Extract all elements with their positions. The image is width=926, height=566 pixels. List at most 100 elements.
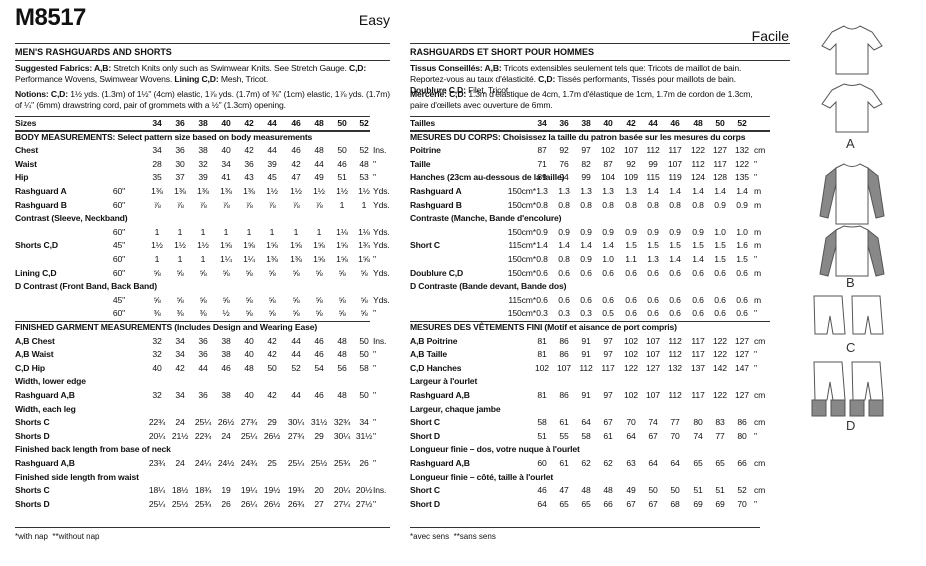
measurement: 0.6 [692, 308, 704, 319]
measurement: 61 [559, 458, 569, 468]
measurement: ⅝ [176, 294, 184, 305]
measurement: 0.8 [647, 199, 659, 210]
measurement: 42 [175, 362, 185, 373]
measurement: 52 [737, 485, 747, 496]
measurement: ⅞ [153, 199, 161, 210]
measurement: 0.8 [536, 199, 548, 210]
measurement: 0.6 [625, 267, 637, 278]
text-run: Tricots extensibles seulement tels que: … [410, 63, 742, 84]
measurement: 1 [339, 199, 345, 210]
measurement: ⅞ [315, 199, 323, 210]
measurement: 1½ [290, 186, 302, 196]
measurement: 22¾ [148, 417, 166, 428]
measurement: 137 [691, 362, 705, 373]
measurement: 112 [579, 362, 593, 373]
size: 48 [693, 118, 703, 128]
measurement: ⅝ [292, 308, 300, 319]
measurement: 24 [221, 430, 231, 441]
text-run: Lining C,D: [174, 74, 219, 84]
text-run: C,D: [349, 63, 367, 73]
footnote: *with nap **without nap [15, 532, 100, 541]
row-label: A,B Poitrine [410, 335, 458, 346]
measurement: 1.4 [602, 240, 614, 251]
unit: " [373, 158, 376, 169]
row-label: Waist [15, 158, 37, 169]
measurement: 69 [715, 498, 725, 509]
measurement: 127 [735, 349, 749, 360]
measurement: 24½ [217, 458, 235, 468]
measurement: 107 [646, 390, 660, 400]
unit: cm [754, 335, 766, 346]
row-label: D Contraste (Bande devant, Bande dos) [410, 281, 567, 292]
measurement: 117 [691, 335, 705, 346]
measurement: 0.6 [647, 267, 659, 278]
measurement: 19½ [263, 485, 281, 496]
measurement: ⅝ [338, 294, 346, 305]
measurement: 1 [177, 226, 183, 237]
measurement: 1.4 [536, 240, 548, 251]
measurement: 26½ [263, 498, 281, 509]
measurement: 1.5 [647, 240, 659, 251]
measurement: 1⅜ [197, 186, 209, 196]
measurement: 0.6 [558, 294, 570, 305]
measurement: 31½ [310, 417, 328, 428]
measurement: 0.6 [602, 267, 614, 278]
measurement: ⅝ [338, 267, 346, 278]
unit: " [373, 458, 376, 468]
measurement: 74 [693, 430, 703, 441]
measurement: 0.6 [558, 267, 570, 278]
measurement: 66 [603, 498, 613, 509]
measurement: 1½ [358, 186, 370, 196]
rule [15, 43, 390, 44]
measurement: 40 [244, 349, 254, 360]
measurement: 1.4 [647, 186, 659, 196]
measurement: 36 [198, 349, 208, 360]
measurement: 107 [624, 145, 638, 156]
row-label: Shorts C [15, 417, 50, 428]
text-run: Filet, Tricot. [465, 85, 511, 95]
unit: " [373, 308, 376, 319]
measurement: ⅝ [268, 267, 276, 278]
measurement: 1.0 [736, 226, 748, 237]
measurement: 112 [668, 335, 682, 346]
row-label: Rashguard A,B [15, 390, 75, 400]
measurement: ⅝ [268, 294, 276, 305]
measurement: 77 [670, 417, 680, 428]
fabric-width: 150cm* [507, 254, 536, 264]
row-label: Rashguard A,B [410, 390, 470, 400]
size: 46 [291, 118, 301, 128]
measurement: ⅜ [199, 308, 207, 319]
unit: " [754, 362, 757, 373]
measurement: 27½ [355, 498, 373, 509]
unit: Yds. [373, 267, 390, 278]
measurement: 77 [715, 430, 725, 441]
measurement: 48 [314, 145, 324, 156]
measurement: 54 [314, 362, 324, 373]
unit: m [754, 294, 762, 305]
measurement: 48 [244, 362, 254, 373]
measurement: 48 [337, 349, 347, 360]
measurement: 46 [314, 390, 324, 400]
measurement: 46 [221, 362, 231, 373]
measurement: 32 [152, 349, 162, 360]
measurement: 115 [646, 172, 660, 183]
measurement: 1½ [151, 240, 163, 251]
measurement: 22¾ [194, 430, 212, 441]
unit: Ins. [373, 145, 387, 156]
measurement: 0.9 [669, 226, 681, 237]
measurement: 122 [691, 145, 705, 156]
measurement: 1.3 [580, 186, 592, 196]
measurement: 38 [221, 390, 231, 400]
measurement: 70 [670, 430, 680, 441]
measurement: ⅝ [360, 294, 368, 305]
measurement: 117 [691, 349, 705, 360]
measurement: 30 [175, 158, 185, 169]
unit: " [373, 390, 376, 400]
measurement: 26 [221, 498, 231, 509]
measurement: 50 [359, 335, 369, 346]
measurement: 0.9 [625, 226, 637, 237]
measurement: 1⅛ [336, 226, 348, 237]
measurement: 56 [337, 362, 347, 373]
measurement: 66 [737, 458, 747, 468]
shorts-d [811, 361, 884, 417]
